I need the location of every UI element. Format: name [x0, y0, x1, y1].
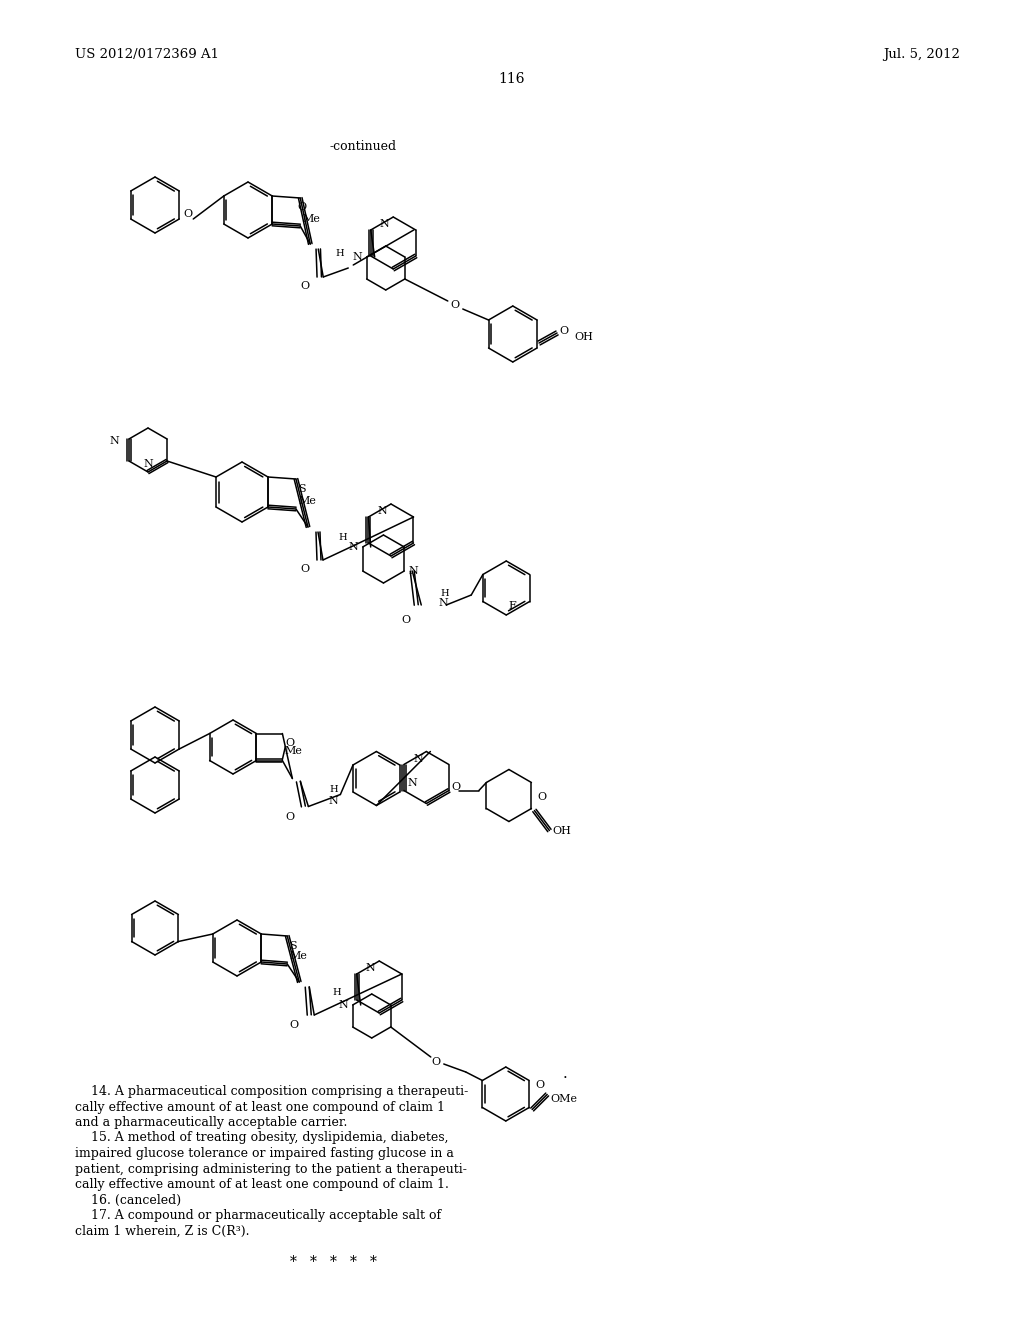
Text: and a pharmaceutically acceptable carrier.: and a pharmaceutically acceptable carrie… — [75, 1115, 347, 1129]
Text: O: O — [301, 281, 310, 290]
Text: N: N — [414, 755, 423, 764]
Text: N: N — [339, 1001, 349, 1010]
Text: cally effective amount of at least one compound of claim 1: cally effective amount of at least one c… — [75, 1101, 445, 1114]
Text: O: O — [451, 300, 460, 310]
Text: O: O — [286, 738, 295, 748]
Text: OMe: OMe — [550, 1094, 578, 1105]
Text: Me: Me — [302, 214, 321, 224]
Text: N: N — [409, 566, 418, 576]
Text: cally effective amount of at least one compound of claim 1.: cally effective amount of at least one c… — [75, 1177, 449, 1191]
Text: Jul. 5, 2012: Jul. 5, 2012 — [883, 48, 961, 61]
Text: O: O — [431, 1057, 440, 1067]
Text: 116: 116 — [499, 73, 525, 86]
Text: O: O — [401, 615, 411, 624]
Text: O: O — [298, 202, 307, 213]
Text: H: H — [440, 589, 449, 598]
Text: patient, comprising administering to the patient a therapeuti-: patient, comprising administering to the… — [75, 1163, 467, 1176]
Text: N: N — [353, 252, 362, 261]
Text: S: S — [289, 941, 297, 950]
Text: N: N — [143, 459, 153, 469]
Text: 14. A pharmaceutical composition comprising a therapeuti-: 14. A pharmaceutical composition compris… — [75, 1085, 468, 1098]
Text: .: . — [562, 1067, 567, 1081]
Text: N: N — [438, 598, 447, 609]
Text: *   *   *   *   *: * * * * * — [290, 1255, 377, 1269]
Text: claim 1 wherein, Z is C(R³).: claim 1 wherein, Z is C(R³). — [75, 1225, 250, 1238]
Text: N: N — [349, 543, 358, 552]
Text: Me: Me — [285, 747, 302, 756]
Text: N: N — [110, 436, 119, 446]
Text: Me: Me — [298, 496, 315, 506]
Text: 15. A method of treating obesity, dyslipidemia, diabetes,: 15. A method of treating obesity, dyslip… — [75, 1131, 449, 1144]
Text: 16. (canceled): 16. (canceled) — [75, 1193, 181, 1206]
Text: O: O — [183, 209, 193, 219]
Text: O: O — [290, 1020, 299, 1030]
Text: N: N — [329, 796, 338, 807]
Text: O: O — [286, 812, 295, 821]
Text: -continued: -continued — [330, 140, 397, 153]
Text: O: O — [451, 783, 460, 792]
Text: O: O — [559, 326, 568, 337]
Text: impaired glucose tolerance or impaired fasting glucose in a: impaired glucose tolerance or impaired f… — [75, 1147, 454, 1160]
Text: H: H — [335, 249, 344, 257]
Text: US 2012/0172369 A1: US 2012/0172369 A1 — [75, 48, 219, 61]
Text: N: N — [377, 506, 387, 516]
Text: OH: OH — [574, 333, 593, 342]
Text: F: F — [508, 601, 516, 611]
Text: O: O — [538, 792, 547, 803]
Text: Me: Me — [289, 950, 307, 961]
Text: H: H — [332, 987, 341, 997]
Text: O: O — [536, 1080, 545, 1089]
Text: S: S — [298, 484, 305, 494]
Text: 17. A compound or pharmaceutically acceptable salt of: 17. A compound or pharmaceutically accep… — [75, 1209, 441, 1222]
Text: H: H — [329, 785, 338, 795]
Text: N: N — [380, 219, 389, 228]
Text: H: H — [339, 533, 347, 543]
Text: N: N — [366, 964, 375, 973]
Text: N: N — [408, 777, 418, 788]
Text: OH: OH — [552, 825, 571, 836]
Text: O: O — [300, 564, 309, 574]
